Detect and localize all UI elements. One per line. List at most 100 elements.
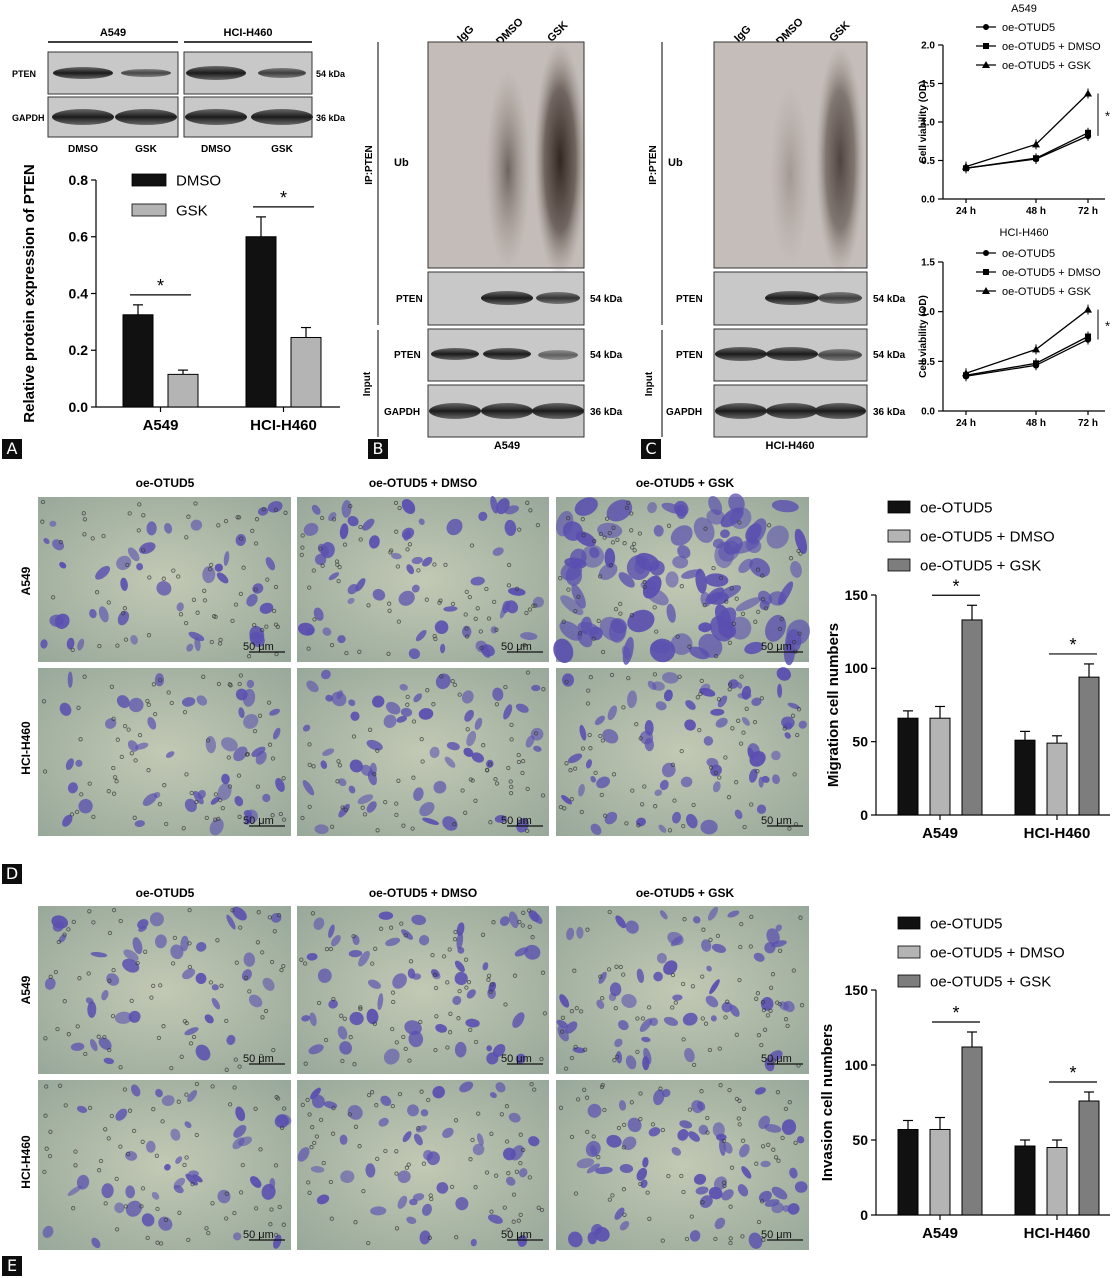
stained-cell <box>618 572 635 588</box>
bar <box>929 1129 951 1216</box>
membrane-pore <box>468 1157 473 1162</box>
stained-cell <box>338 778 347 787</box>
membrane-pore <box>450 678 455 684</box>
membrane-pore <box>636 823 641 828</box>
stained-cell <box>233 1232 242 1241</box>
stained-cell <box>182 968 196 980</box>
stained-cell <box>233 746 248 762</box>
membrane-pore <box>454 1235 459 1240</box>
stained-cell <box>508 1112 521 1123</box>
micrograph-tile: 50 μm <box>38 668 291 836</box>
membrane-pore <box>210 1084 215 1089</box>
membrane-pore <box>191 1034 197 1040</box>
membrane-pore <box>184 1020 189 1026</box>
membrane-pore <box>299 957 304 962</box>
stained-cell <box>596 999 605 1009</box>
membrane-pore <box>140 1186 146 1191</box>
membrane-pore <box>151 1107 156 1112</box>
membrane-pore <box>464 589 469 595</box>
blot-b-ip-label: IP:PTEN <box>364 145 375 184</box>
stained-cell <box>748 1232 763 1249</box>
membrane-pore <box>114 1176 119 1182</box>
membrane-pore <box>206 1230 211 1236</box>
membrane-pore <box>77 976 82 981</box>
membrane-pore <box>106 1136 111 1141</box>
membrane-pore <box>793 1140 798 1145</box>
membrane-pore <box>699 678 704 684</box>
stained-cell <box>196 942 207 952</box>
membrane-pore <box>176 574 181 579</box>
stained-cell <box>432 1085 445 1099</box>
stained-cell <box>585 759 593 769</box>
panel-letter-b: B <box>368 439 388 459</box>
stained-cell <box>348 785 356 794</box>
scale-bar-label: 50 μm <box>761 641 792 653</box>
membrane-pore <box>491 920 496 925</box>
membrane-pore <box>218 797 223 803</box>
membrane-pore <box>114 1227 120 1232</box>
stained-cell <box>794 1181 808 1193</box>
membrane-pore <box>82 517 88 522</box>
blot-c-size-1: 54 kDa <box>873 294 906 305</box>
membrane-pore <box>473 616 478 621</box>
membrane-pore <box>763 606 769 611</box>
stained-cell <box>492 687 504 701</box>
stained-cell <box>567 753 583 764</box>
membrane-pore <box>629 528 634 533</box>
membrane-pore <box>447 947 452 952</box>
membrane-pore <box>608 563 614 568</box>
membrane-pore <box>721 1138 727 1144</box>
scale-bar-label: 50 μm <box>501 641 532 653</box>
legend-label: oe-OTUD5 <box>1002 248 1055 260</box>
membrane-pore <box>632 548 637 553</box>
stained-cell <box>75 759 83 767</box>
stained-cell <box>243 713 259 729</box>
membrane-pore <box>453 929 458 935</box>
bar <box>897 717 919 816</box>
membrane-pore <box>101 533 106 539</box>
stained-cell <box>595 1166 613 1175</box>
membrane-pore <box>320 563 325 568</box>
membrane-pore <box>593 770 598 776</box>
membrane-pore <box>302 961 308 966</box>
stained-cell <box>130 1084 141 1097</box>
stained-cell <box>766 928 780 945</box>
membrane-pore <box>375 1156 380 1162</box>
membrane-pore <box>187 941 192 946</box>
stained-cell <box>434 620 449 635</box>
membrane-pore <box>421 1161 427 1166</box>
membrane-pore <box>521 910 526 915</box>
membrane-pore <box>762 1027 768 1032</box>
stained-cell <box>642 575 662 599</box>
membrane-pore <box>269 959 275 965</box>
stained-cell <box>489 1092 497 1099</box>
stained-cell <box>571 584 586 609</box>
stained-cell <box>454 1041 467 1058</box>
stained-cell <box>70 1042 85 1051</box>
membrane-pore <box>137 732 143 738</box>
membrane-pore <box>621 1187 627 1192</box>
membrane-pore <box>339 1013 344 1018</box>
membrane-pore <box>122 606 127 611</box>
membrane-pore <box>406 1162 411 1167</box>
blot-c-ub-label: Ub <box>668 157 683 169</box>
stained-cell <box>510 1145 524 1161</box>
stained-cell <box>267 501 283 513</box>
stained-cell <box>396 715 408 723</box>
membrane-pore <box>329 642 335 648</box>
membrane-pore <box>394 1149 399 1154</box>
stained-cell <box>164 522 173 534</box>
membrane-pore <box>465 727 470 732</box>
membrane-pore <box>770 972 776 977</box>
membrane-pore <box>529 1082 534 1087</box>
membrane-pore <box>602 813 608 818</box>
membrane-pore <box>224 1191 229 1196</box>
stained-cell <box>435 1024 447 1033</box>
stained-cell <box>190 519 203 531</box>
blot-b-size-1: 54 kDa <box>590 294 623 305</box>
membrane-pore <box>723 755 728 760</box>
membrane-pore <box>493 776 498 782</box>
bar <box>290 336 322 408</box>
membrane-pore <box>441 954 447 959</box>
membrane-pore <box>216 681 222 687</box>
